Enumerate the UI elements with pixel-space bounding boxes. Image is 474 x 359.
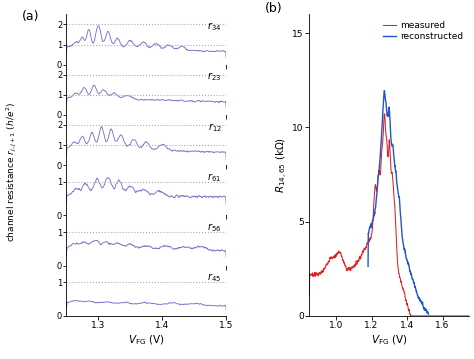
Line: reconstructed: reconstructed bbox=[368, 90, 428, 314]
reconstructed bbox=[402, 247, 408, 252]
measured bbox=[360, 251, 366, 255]
Text: $r_{56}$: $r_{56}$ bbox=[207, 222, 221, 234]
reconstructed bbox=[382, 89, 387, 93]
measured bbox=[334, 254, 339, 258]
X-axis label: $V_\mathrm{FG}$ (V): $V_\mathrm{FG}$ (V) bbox=[371, 333, 408, 347]
Text: channel resistance $r_{j,j+1}$ ($h/e^2$): channel resistance $r_{j,j+1}$ ($h/e^2$) bbox=[5, 102, 19, 242]
Line: measured: measured bbox=[310, 114, 469, 316]
reconstructed bbox=[392, 162, 397, 166]
measured bbox=[408, 314, 414, 318]
measured bbox=[394, 248, 400, 252]
measured bbox=[376, 169, 382, 173]
reconstructed bbox=[411, 280, 417, 285]
Text: $r_{23}$: $r_{23}$ bbox=[207, 71, 221, 83]
Text: $r_{61}$: $r_{61}$ bbox=[208, 171, 221, 184]
Text: $r_{12}$: $r_{12}$ bbox=[208, 121, 221, 134]
measured bbox=[391, 186, 396, 190]
Text: (a): (a) bbox=[22, 10, 39, 23]
measured bbox=[307, 293, 312, 297]
reconstructed bbox=[382, 88, 387, 93]
measured bbox=[466, 314, 472, 318]
Y-axis label: $R_{14,65}$ (k$\Omega$): $R_{14,65}$ (k$\Omega$) bbox=[274, 137, 290, 193]
Legend: measured, reconstructed: measured, reconstructed bbox=[381, 19, 465, 43]
Text: $r_{45}$: $r_{45}$ bbox=[207, 272, 221, 284]
reconstructed bbox=[365, 264, 371, 269]
X-axis label: $V_\mathrm{FG}$ (V): $V_\mathrm{FG}$ (V) bbox=[128, 333, 164, 347]
Text: (b): (b) bbox=[264, 2, 282, 15]
reconstructed bbox=[399, 222, 404, 227]
reconstructed bbox=[392, 168, 398, 172]
reconstructed bbox=[426, 312, 431, 316]
Text: $r_{34}$: $r_{34}$ bbox=[207, 20, 221, 33]
measured bbox=[328, 255, 333, 260]
measured bbox=[382, 112, 387, 116]
